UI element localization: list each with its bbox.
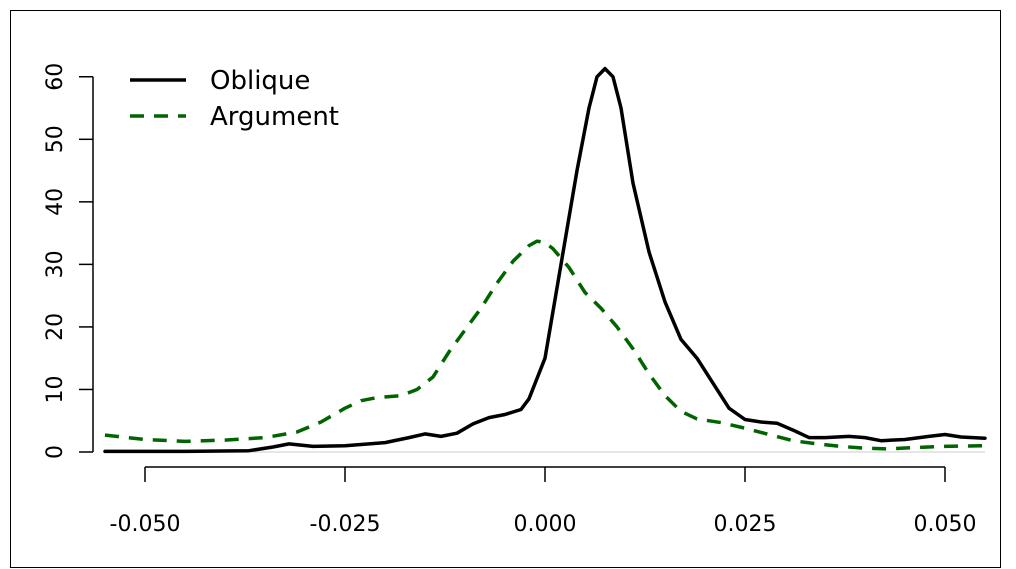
x-tick-label: -0.025: [310, 512, 381, 537]
y-tick-label: 10: [43, 375, 68, 403]
x-tick-label: 0.000: [514, 512, 577, 537]
x-tick-label: 0.025: [714, 512, 777, 537]
y-tick-label: 20: [43, 313, 68, 341]
legend-label-oblique: Oblique: [210, 66, 310, 96]
y-axis: 0 10 20 30 40 50 60: [43, 63, 94, 459]
plot-frame: [10, 10, 1001, 568]
y-tick-label: 60: [43, 63, 68, 91]
x-axis: -0.050 -0.025 0.000 0.025 0.050: [110, 466, 977, 537]
y-tick-label: 40: [43, 188, 68, 216]
x-tick-label: 0.050: [914, 512, 977, 537]
y-tick-label: 50: [43, 125, 68, 153]
plot-lines: [103, 66, 987, 454]
legend: Oblique Argument: [130, 66, 339, 132]
y-tick-label: 30: [43, 250, 68, 278]
series-line-oblique: [103, 66, 987, 454]
y-tick-label: 0: [43, 445, 68, 459]
series-line-argument: [104, 239, 986, 451]
legend-label-argument: Argument: [210, 102, 339, 132]
x-tick-label: -0.050: [110, 512, 181, 537]
